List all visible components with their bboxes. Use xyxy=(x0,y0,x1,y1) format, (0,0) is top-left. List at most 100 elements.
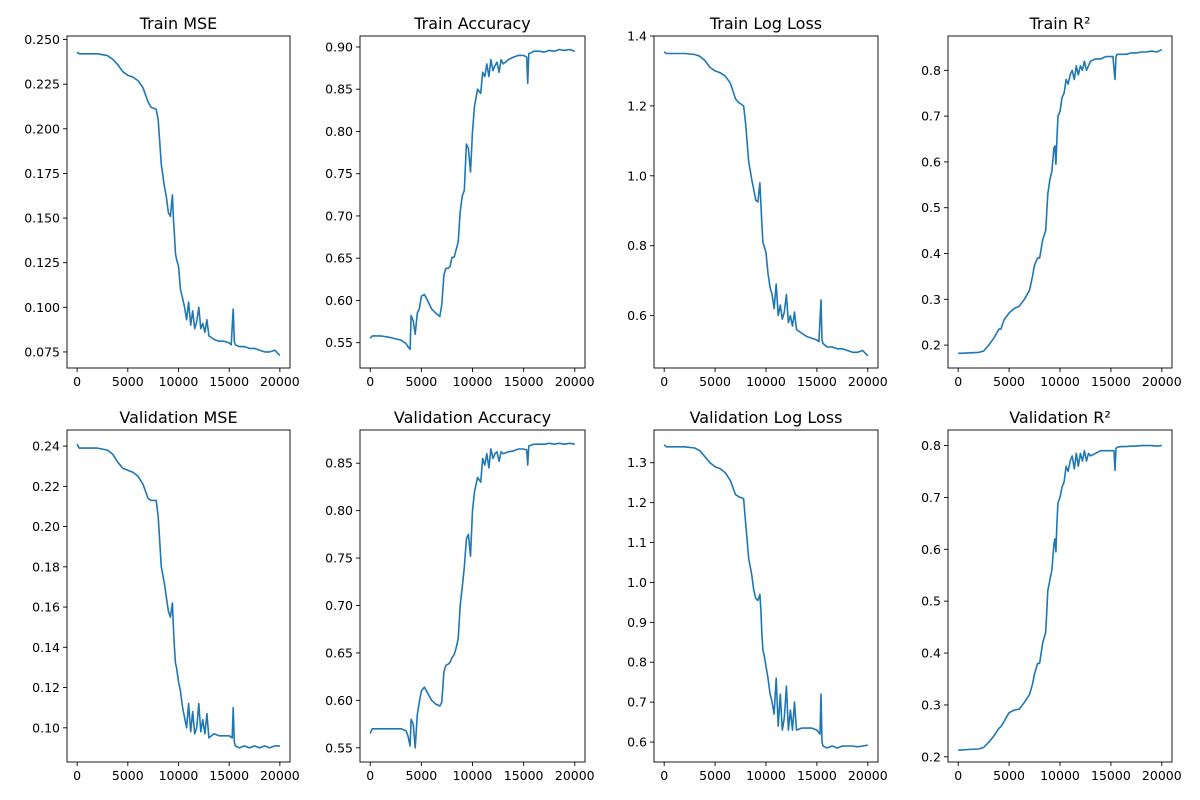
y-tick-label: 0.12 xyxy=(32,680,60,695)
y-tick-label: 0.6 xyxy=(627,308,647,323)
x-tick-label: 10000 xyxy=(746,374,786,389)
y-tick-label: 0.150 xyxy=(24,211,60,226)
axes-frame xyxy=(66,35,291,369)
y-tick-label: 1.0 xyxy=(627,575,647,590)
series-line xyxy=(369,442,575,749)
x-tick-label: 10000 xyxy=(453,374,493,389)
y-tick-label: 0.4 xyxy=(921,646,941,661)
subplot-6: Validation Accuracy 0 5000 10000 15000 20000 0… xyxy=(325,408,595,783)
x-tick-label: 0 xyxy=(73,768,81,783)
axes-frame xyxy=(359,429,586,763)
x-tick-label: 10000 xyxy=(746,768,786,783)
x-tick-label: 0 xyxy=(660,768,668,783)
y-tick-label: 0.65 xyxy=(325,251,353,266)
y-tick-label: 0.7 xyxy=(627,695,647,710)
y-tick-label: 0.8 xyxy=(627,655,647,670)
subplot-title: Validation MSE xyxy=(119,408,237,427)
subplot-5: Validation MSE 0 5000 10000 15000 20000 0.10 0.… xyxy=(32,408,300,783)
x-tick-label: 20000 xyxy=(1142,374,1182,389)
x-tick-label: 15000 xyxy=(504,768,544,783)
x-tick-label: 10000 xyxy=(453,768,493,783)
x-tick-label: 5000 xyxy=(405,768,437,783)
y-tick-label: 0.16 xyxy=(32,600,60,615)
y-tick-label: 0.250 xyxy=(24,32,60,47)
x-tick-label: 20000 xyxy=(260,374,300,389)
y-tick-label: 0.20 xyxy=(32,519,60,534)
y-tick-label: 0.4 xyxy=(921,246,941,261)
y-tick-label: 0.075 xyxy=(24,344,60,359)
y-tick-label: 0.200 xyxy=(24,121,60,136)
subplot-2: Train Accuracy 0 5000 10000 15000 20000 0.55 0.… xyxy=(325,14,595,389)
x-tick-label: 0 xyxy=(366,374,374,389)
x-tick-label: 10000 xyxy=(159,374,199,389)
y-tick-label: 0.8 xyxy=(627,238,647,253)
y-tick-label: 0.3 xyxy=(921,697,941,712)
y-tick-label: 0.5 xyxy=(921,594,941,609)
y-tick-label: 1.2 xyxy=(627,98,647,113)
x-tick-label: 5000 xyxy=(112,768,144,783)
series-line xyxy=(369,48,576,351)
y-tick-label: 1.3 xyxy=(627,455,647,470)
x-tick-label: 10000 xyxy=(1040,768,1080,783)
y-tick-label: 0.75 xyxy=(325,551,353,566)
y-tick-label: 0.7 xyxy=(921,109,941,124)
x-tick-label: 20000 xyxy=(1142,768,1182,783)
x-tick-label: 0 xyxy=(73,374,81,389)
y-tick-label: 0.22 xyxy=(32,479,60,494)
x-tick-label: 5000 xyxy=(993,374,1025,389)
x-tick-label: 15000 xyxy=(209,768,249,783)
axes-frame xyxy=(653,35,879,369)
y-tick-label: 0.10 xyxy=(32,720,60,735)
y-tick-label: 0.80 xyxy=(325,124,353,139)
x-tick-label: 15000 xyxy=(1091,374,1131,389)
subplot-7: Validation Log Loss 0 5000 10000 15000 20000 0… xyxy=(627,408,888,783)
x-tick-label: 20000 xyxy=(555,768,595,783)
y-tick-label: 0.70 xyxy=(325,208,353,223)
y-tick-label: 1.2 xyxy=(627,495,647,510)
y-tick-label: 0.55 xyxy=(325,740,353,755)
y-tick-label: 0.7 xyxy=(921,490,941,505)
series-line xyxy=(663,444,868,749)
y-tick-label: 0.18 xyxy=(32,559,60,574)
y-tick-label: 0.85 xyxy=(325,82,353,97)
y-tick-label: 1.1 xyxy=(627,535,647,550)
y-tick-label: 0.70 xyxy=(325,598,353,613)
axes-frame xyxy=(947,429,1173,763)
y-tick-label: 0.14 xyxy=(32,640,60,655)
x-tick-label: 15000 xyxy=(1091,768,1131,783)
x-tick-label: 0 xyxy=(660,374,668,389)
series-line xyxy=(76,443,280,749)
y-tick-label: 0.75 xyxy=(325,166,353,181)
x-tick-label: 20000 xyxy=(555,374,595,389)
y-tick-label: 0.9 xyxy=(627,615,647,630)
axes-frame xyxy=(66,429,291,763)
series-line xyxy=(663,51,869,357)
x-tick-label: 5000 xyxy=(699,768,731,783)
subplot-title: Train R² xyxy=(1028,14,1090,33)
axes-frame xyxy=(359,35,586,369)
x-tick-label: 15000 xyxy=(504,374,544,389)
x-tick-label: 15000 xyxy=(797,768,837,783)
y-tick-label: 0.8 xyxy=(921,63,941,78)
y-tick-label: 0.225 xyxy=(24,77,60,92)
x-tick-label: 10000 xyxy=(1040,374,1080,389)
y-tick-label: 0.85 xyxy=(325,456,353,471)
x-tick-label: 20000 xyxy=(848,374,888,389)
series-line xyxy=(958,444,1162,751)
x-tick-label: 15000 xyxy=(209,374,249,389)
subplot-1: Train MSE 0 5000 10000 15000 20000 0.075 0.100 0… xyxy=(24,14,300,389)
y-tick-label: 0.2 xyxy=(921,749,941,764)
x-tick-label: 20000 xyxy=(848,768,888,783)
y-tick-label: 0.3 xyxy=(921,292,941,307)
subplot-title: Train MSE xyxy=(139,14,218,33)
x-tick-label: 20000 xyxy=(260,768,300,783)
subplot-title: Validation Accuracy xyxy=(394,408,551,427)
subplot-title: Validation Log Loss xyxy=(690,408,843,427)
y-tick-label: 0.24 xyxy=(32,439,60,454)
y-tick-label: 0.6 xyxy=(921,542,941,557)
y-tick-label: 0.8 xyxy=(921,438,941,453)
subplot-4: Train R² 0 5000 10000 15000 20000 0.2 0.3 0.4 0.5… xyxy=(921,14,1182,389)
y-tick-label: 0.175 xyxy=(24,166,60,181)
series-line xyxy=(76,51,281,357)
